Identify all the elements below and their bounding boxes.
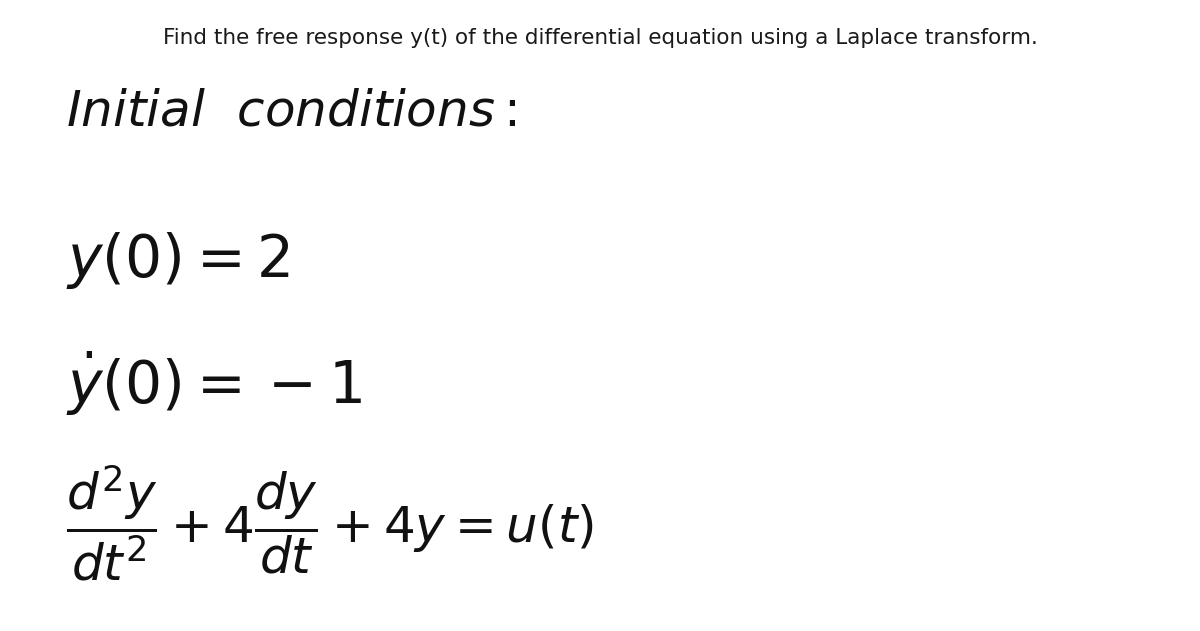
Text: $\dfrac{d^2y}{dt^2}+4\dfrac{dy}{dt}+4y=u(t)$: $\dfrac{d^2y}{dt^2}+4\dfrac{dy}{dt}+4y=u… — [66, 464, 594, 583]
Text: $\mathit{y}(0)=2$: $\mathit{y}(0)=2$ — [66, 230, 289, 292]
Text: Find the free response y(t) of the differential equation using a Laplace transfo: Find the free response y(t) of the diffe… — [162, 28, 1038, 49]
Text: $\dot{\mathit{y}}(0)=-1$: $\dot{\mathit{y}}(0)=-1$ — [66, 350, 361, 418]
Text: $\mathit{Initial\ \ conditions:}$: $\mathit{Initial\ \ conditions:}$ — [66, 91, 517, 137]
